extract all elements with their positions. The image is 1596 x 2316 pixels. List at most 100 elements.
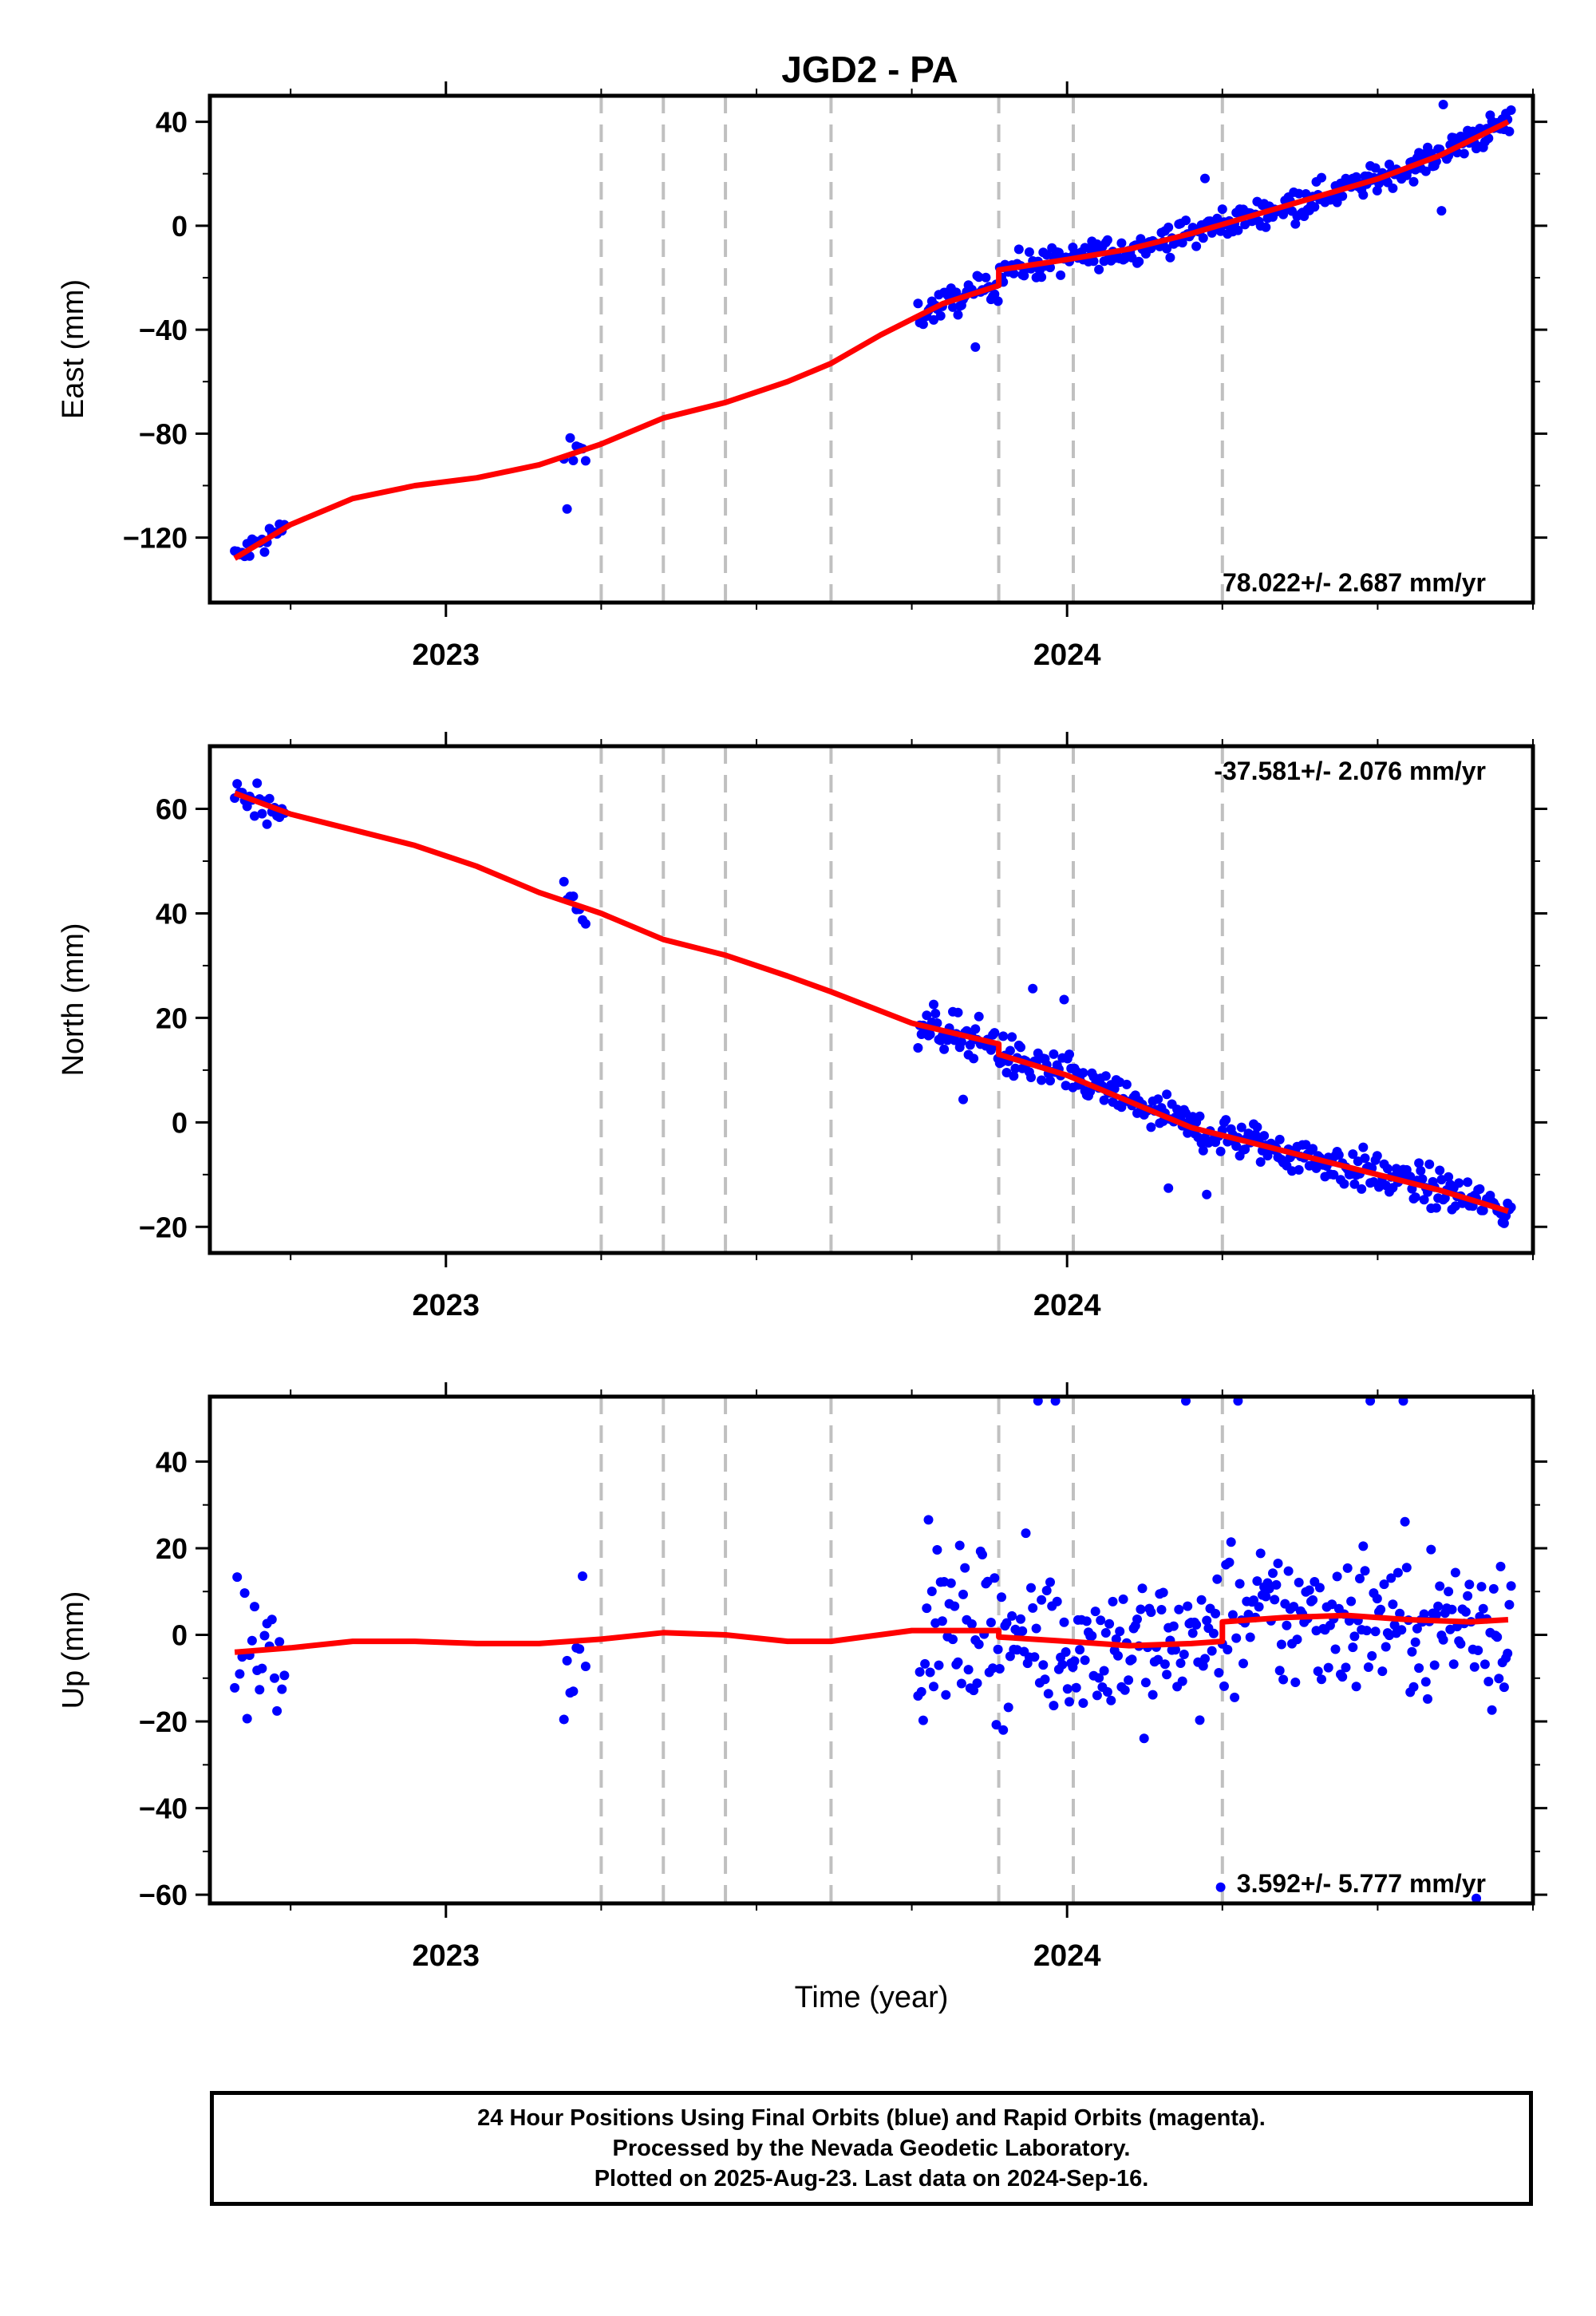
data-point [1137, 1583, 1148, 1594]
data-point [1456, 1638, 1466, 1649]
data-point [1021, 1528, 1031, 1539]
data-point [1059, 1617, 1069, 1627]
data-point [1414, 1158, 1424, 1168]
data-point [1440, 1193, 1450, 1203]
data-point [1346, 1596, 1357, 1607]
y-tick-label: −20 [139, 1705, 188, 1738]
data-point [929, 1682, 938, 1692]
data-point [1087, 1630, 1097, 1641]
data-point [1115, 1626, 1125, 1637]
data-point [1377, 1666, 1388, 1677]
data-point [1148, 1690, 1158, 1700]
data-point [929, 999, 938, 1010]
data-point [1431, 1610, 1441, 1620]
data-point [1195, 1715, 1205, 1725]
data-point [1249, 1595, 1258, 1606]
data-point [267, 1614, 277, 1625]
data-point [1393, 1567, 1403, 1578]
data-point [960, 1563, 970, 1573]
data-point [1120, 1685, 1130, 1695]
data-point [1140, 1678, 1151, 1688]
data-point [990, 1573, 1000, 1583]
data-point [1419, 1195, 1429, 1205]
data-point [1106, 1695, 1116, 1705]
data-point [1061, 1647, 1071, 1657]
y-tick-label: −20 [139, 1211, 188, 1243]
data-point [1410, 1192, 1420, 1203]
data-point [1339, 1179, 1349, 1189]
data-point [1049, 1701, 1059, 1711]
data-point [1245, 1632, 1255, 1642]
data-point [934, 1660, 944, 1670]
data-point [1469, 1662, 1479, 1672]
data-point [1388, 183, 1398, 193]
data-point [1433, 1601, 1444, 1611]
data-point [1029, 1652, 1040, 1662]
data-point [1238, 1658, 1248, 1669]
data-point [264, 793, 275, 804]
data-point [1069, 1656, 1080, 1666]
data-point [1043, 1689, 1053, 1699]
data-point [1426, 1544, 1436, 1555]
data-point [993, 296, 1003, 306]
data-point [1463, 1177, 1473, 1188]
data-point [1372, 1151, 1382, 1161]
data-point [986, 1618, 996, 1627]
data-point [1146, 1607, 1156, 1618]
data-point [1436, 206, 1447, 216]
data-point [1233, 225, 1243, 235]
data-point [1099, 1666, 1109, 1676]
rate-label: 3.592+/- 5.777 mm/yr [1237, 1869, 1486, 1898]
data-point [1414, 1663, 1424, 1674]
data-point [1078, 1698, 1088, 1708]
data-point [1506, 105, 1516, 115]
data-point [1163, 222, 1174, 232]
data-point [922, 1603, 932, 1614]
data-point [950, 1601, 960, 1611]
data-point [1215, 1882, 1226, 1892]
data-point [1420, 166, 1431, 176]
data-point [1099, 1095, 1109, 1105]
data-point [1323, 1662, 1333, 1673]
y-tick-label: 0 [172, 210, 188, 243]
data-point [1259, 1131, 1270, 1141]
data-point [1360, 1566, 1370, 1576]
data-point [1065, 1697, 1074, 1707]
y-tick-label: −40 [139, 314, 188, 346]
y-tick-label: 0 [172, 1619, 188, 1652]
data-point [1028, 983, 1038, 994]
data-point [562, 504, 572, 514]
data-point [1214, 1668, 1224, 1678]
data-point [1342, 1563, 1353, 1573]
panel-north: −20 0 20 40 60 2023 2024 North (mm) -37.581+/- 2… [57, 732, 1547, 1322]
data-point [1332, 197, 1342, 207]
data-point [1271, 1579, 1282, 1590]
x-tick-label: 2024 [1033, 1289, 1101, 1322]
x-tick-label: 2023 [413, 1939, 480, 1973]
model-line [234, 1612, 1509, 1655]
data-point [1504, 126, 1515, 136]
panels: −120 −80 −40 0 40 2023 2024 East (mm) 78.022+/- … [57, 81, 1547, 1973]
data-point [279, 1670, 290, 1681]
data-point [1473, 1646, 1483, 1655]
data-point [988, 1663, 998, 1674]
data-point [1294, 188, 1304, 199]
data-point [939, 1044, 950, 1054]
data-point [1261, 222, 1271, 232]
data-point [1236, 1122, 1246, 1132]
data-point [1158, 1587, 1168, 1598]
data-point [1037, 1075, 1047, 1085]
data-point [1211, 1608, 1221, 1618]
data-point [1202, 1615, 1212, 1626]
data-point [1001, 1618, 1012, 1628]
data-point [1337, 1672, 1348, 1682]
data-point [1268, 1568, 1278, 1579]
data-point [1255, 1548, 1266, 1559]
data-point [1355, 1574, 1365, 1583]
data-point [1506, 1581, 1516, 1591]
panel-frame [207, 1394, 1535, 1906]
data-point [270, 1673, 279, 1683]
data-point [1090, 1607, 1100, 1617]
y-axis-label: East (mm) [57, 279, 90, 419]
data-point [1003, 1702, 1013, 1713]
